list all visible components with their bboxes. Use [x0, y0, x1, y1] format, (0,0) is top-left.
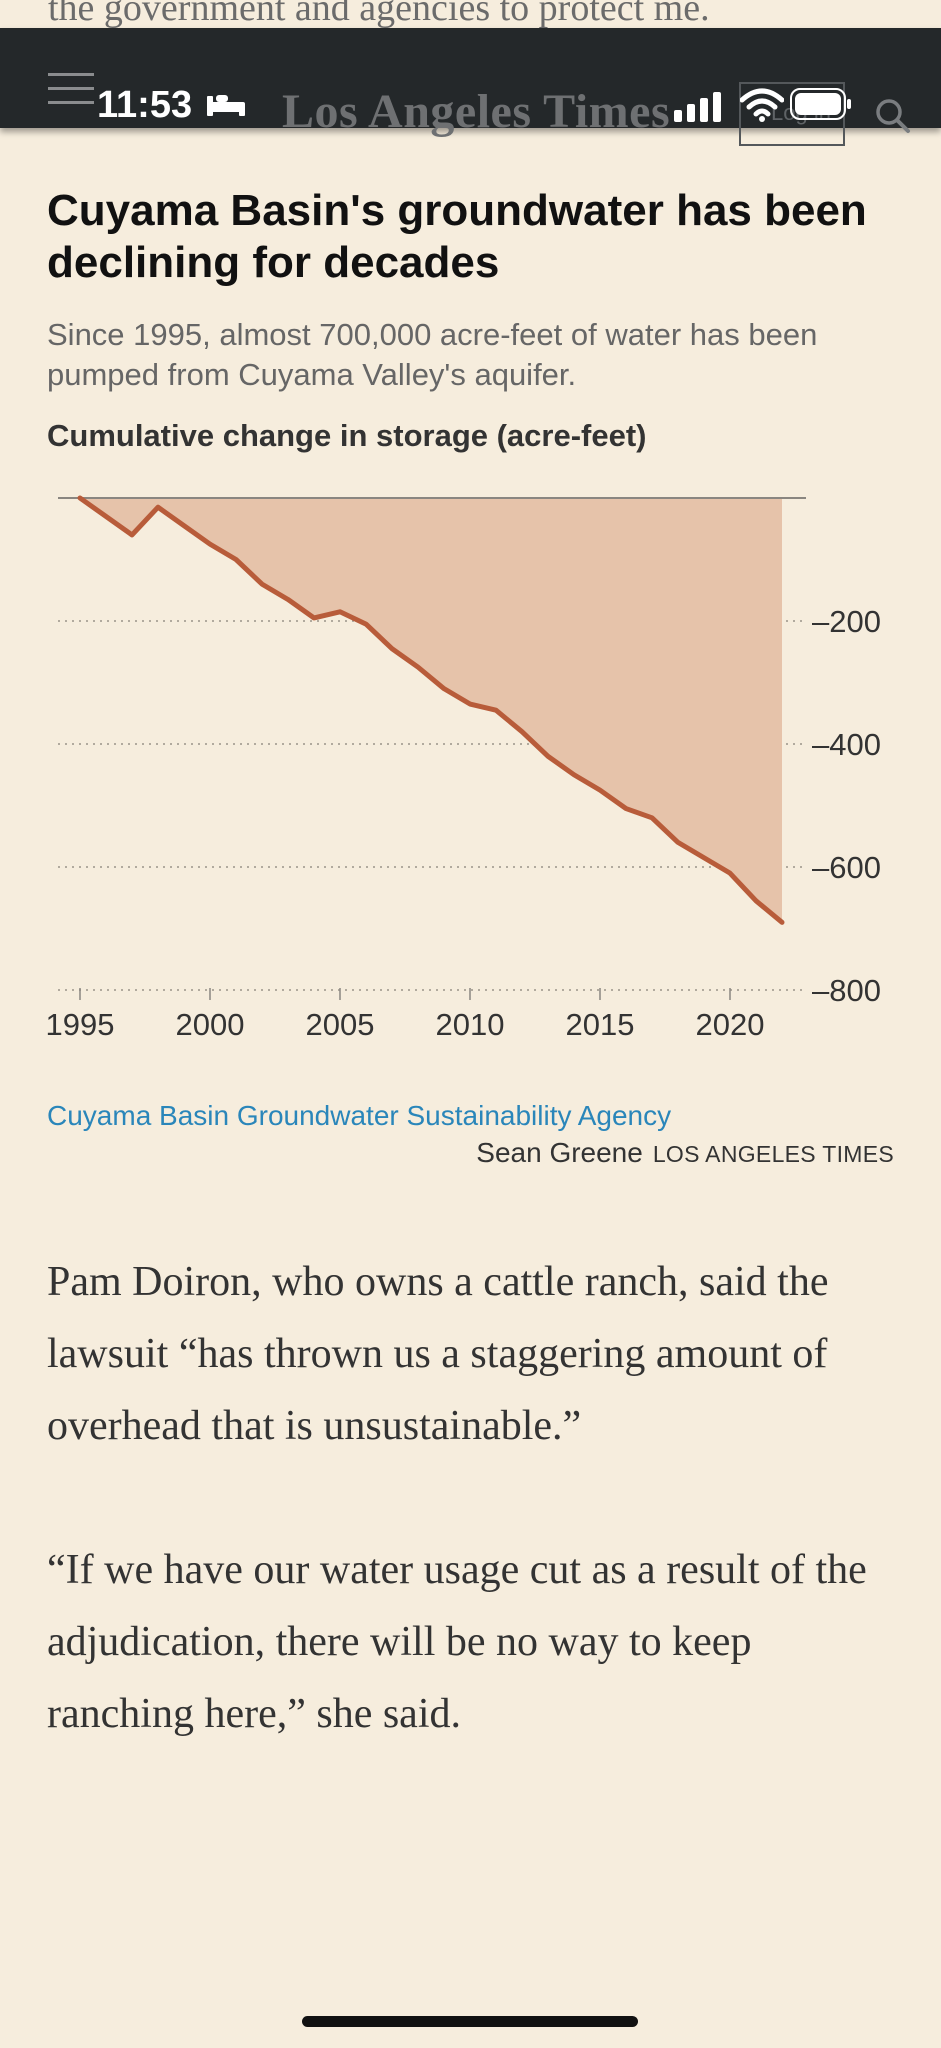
graphic-credit: Sean Greene LOS ANGELES TIMES [476, 1137, 894, 1169]
article-paragraph: Pam Doiron, who owns a cattle ranch, sai… [47, 1259, 829, 1449]
sleep-mode-icon [207, 95, 245, 116]
article-paragraph: “If we have our water usage cut as a res… [47, 1547, 867, 1737]
y-tick-label: –800 [812, 973, 881, 1008]
y-tick-label: –600 [812, 850, 881, 885]
background-article-text: the government and agencies to protect m… [48, 0, 710, 29]
chart-headline: Cuyama Basin's groundwater has been decl… [47, 186, 867, 287]
top-navigation-bar: 11:53 Los Angeles Times Log in [0, 28, 941, 146]
search-icon[interactable] [875, 98, 911, 134]
x-tick-label: 2000 [176, 1007, 245, 1042]
battery-icon [790, 88, 851, 120]
y-tick-label: –200 [812, 604, 881, 639]
x-tick-label: 2020 [696, 1007, 765, 1042]
x-tick-label: 2010 [436, 1007, 505, 1042]
chart-axis-title: Cumulative change in storage (acre-feet) [47, 418, 647, 453]
credit-org: LOS ANGELES TIMES [652, 1141, 894, 1167]
status-time: 11:53 [97, 84, 193, 126]
cellular-signal-icon [674, 92, 721, 122]
area-fill [80, 498, 782, 923]
masthead-logo[interactable]: Los Angeles Times [282, 85, 671, 138]
groundwater-chart: –200 –400 –600 –800 1995 2000 2005 2010 2015 2020 [46, 495, 881, 1042]
y-tick-label: –400 [812, 727, 881, 762]
series-line [77, 495, 785, 925]
menu-icon[interactable] [48, 73, 94, 107]
source-link[interactable]: Cuyama Basin Groundwater Sustainability … [47, 1100, 672, 1131]
x-tick-label: 1995 [46, 1007, 115, 1042]
x-tick-label: 2015 [566, 1007, 635, 1042]
wifi-icon [740, 88, 784, 122]
chart-subhead: Since 1995, almost 700,000 acre-feet of … [47, 317, 818, 392]
x-tick-label: 2005 [306, 1007, 375, 1042]
credit-name: Sean Greene [476, 1137, 643, 1168]
home-indicator[interactable] [302, 2016, 638, 2027]
